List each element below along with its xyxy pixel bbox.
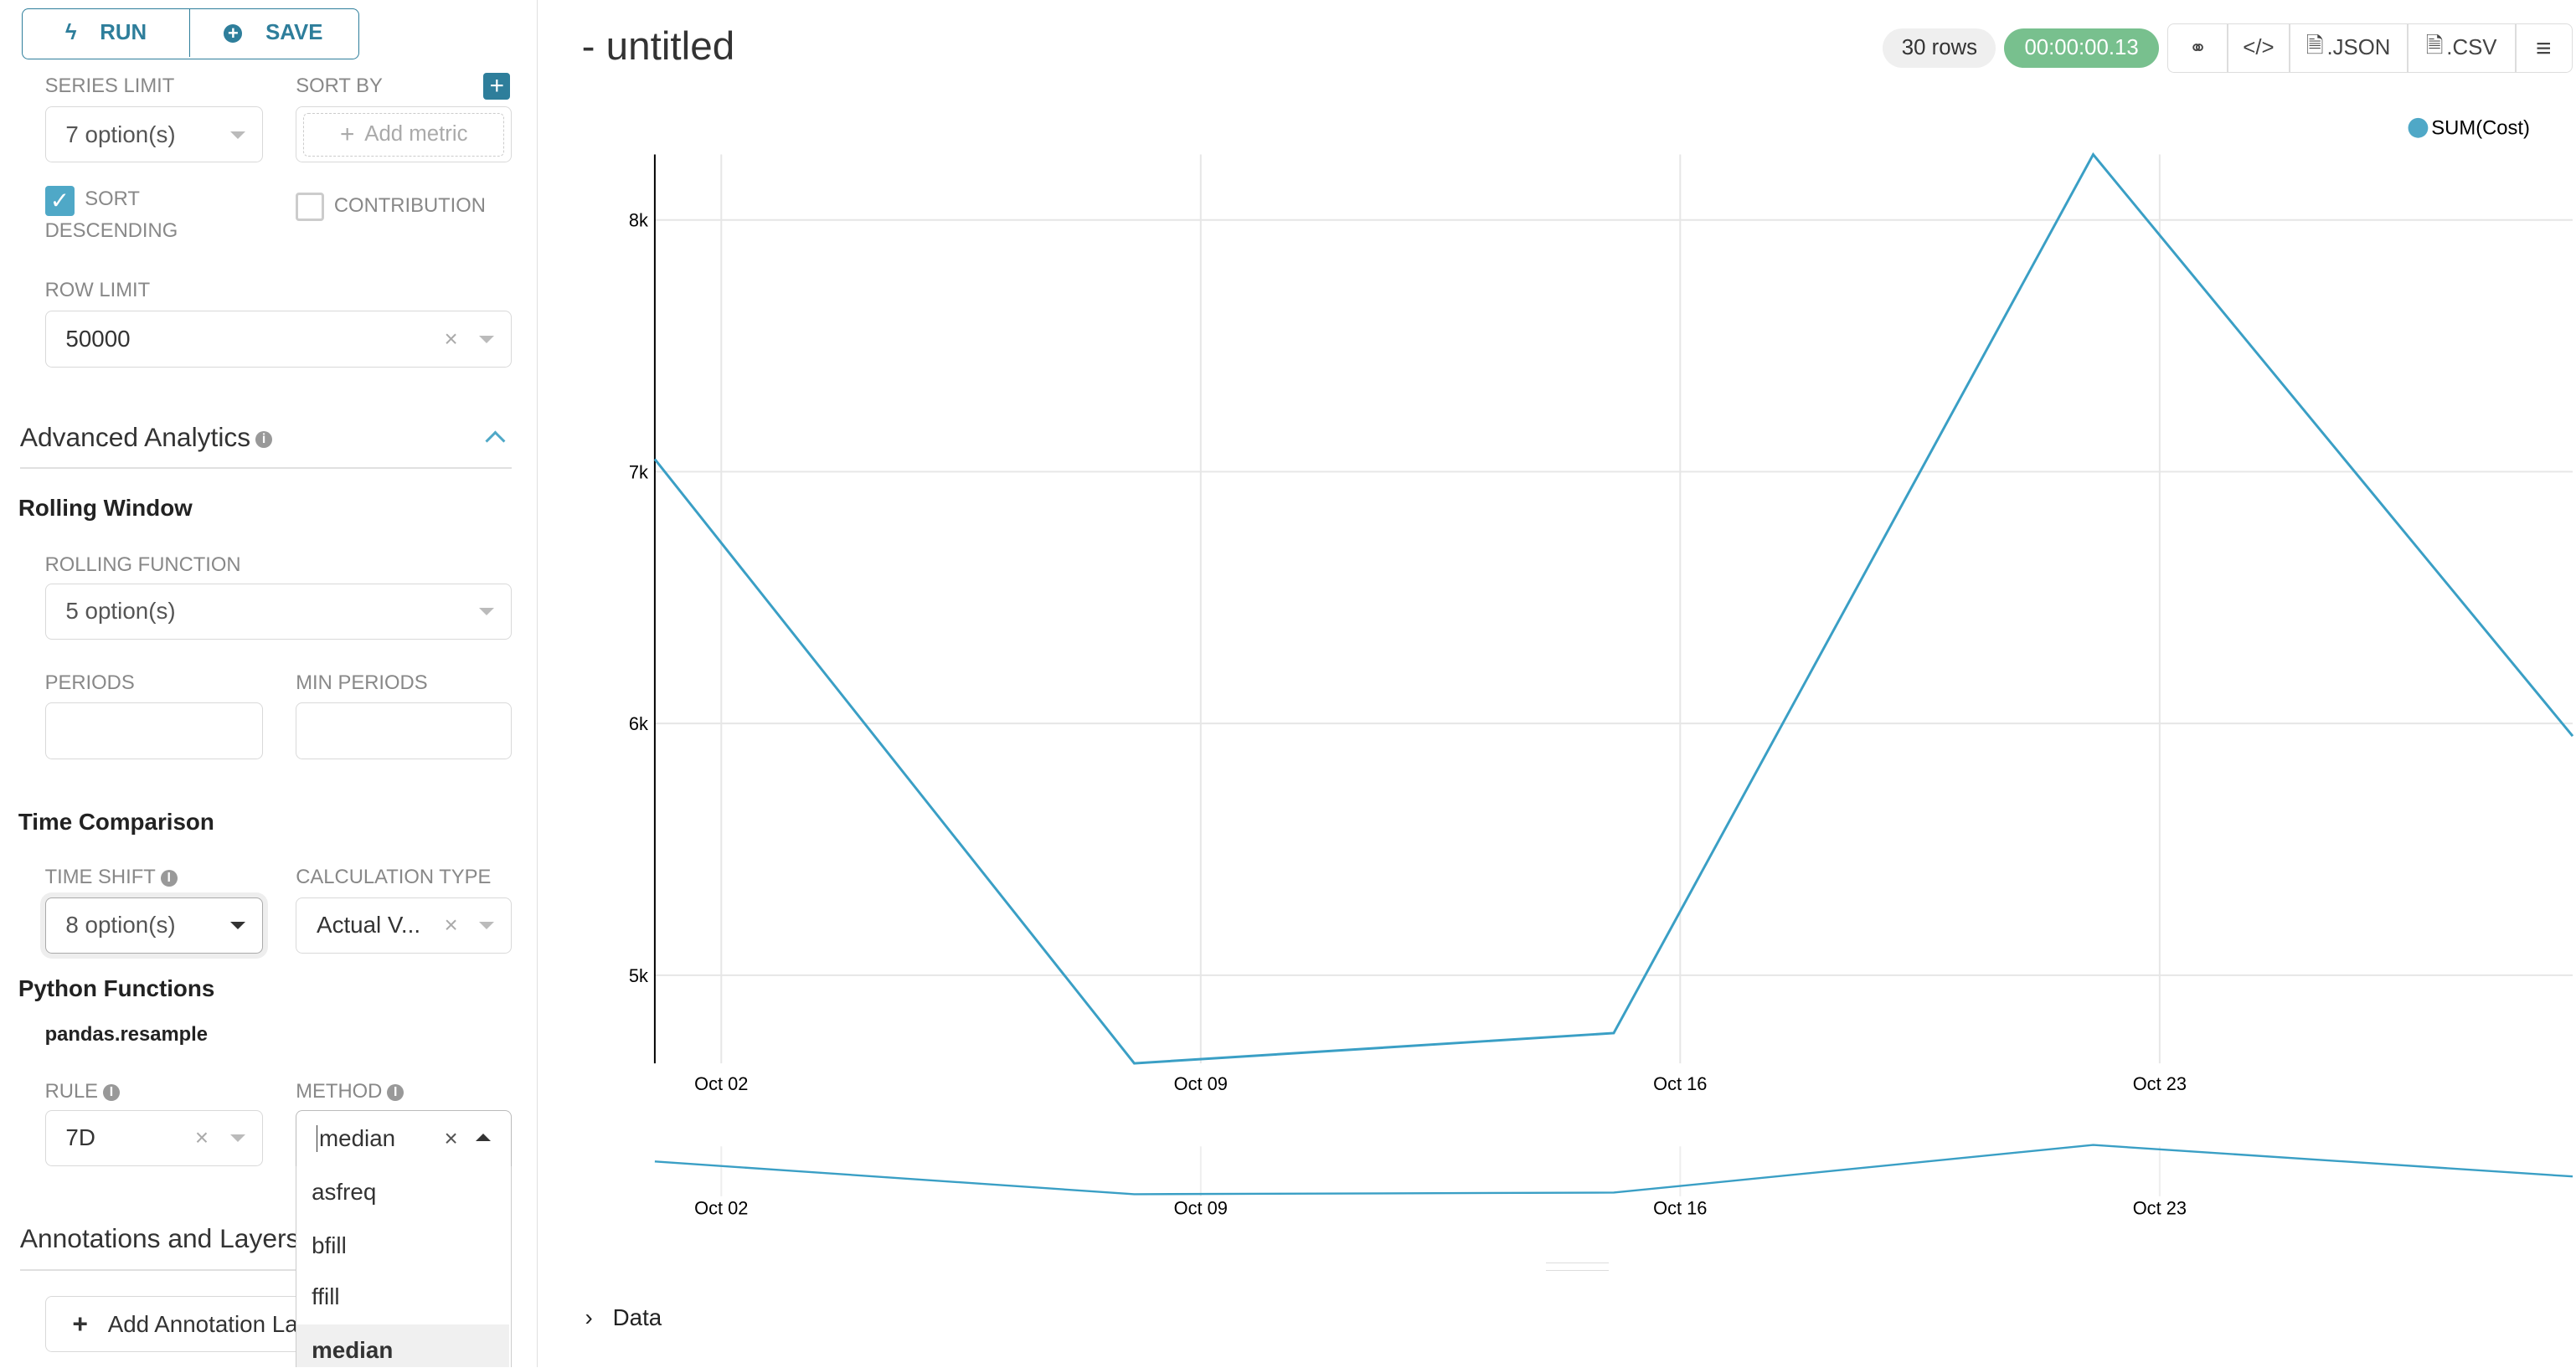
contribution-checkbox[interactable] [296,193,324,221]
clear-icon[interactable]: × [444,1125,458,1152]
y-tick-label: 7k [629,461,648,482]
info-icon: i [103,1083,120,1101]
advanced-analytics-header[interactable]: Advanced Analytics i [20,422,272,453]
y-tick-label: 6k [629,713,648,734]
x-tick-label: Oct 23 [2133,1073,2187,1094]
rolling-window-title: Rolling Window [18,495,193,522]
min-periods-input[interactable] [296,702,513,759]
menu-button[interactable]: ≡ [2514,23,2573,74]
min-periods-label: MIN PERIODS [296,671,428,694]
query-timer-badge: 00:00:00.13 [2004,28,2159,69]
contribution-label: CONTRIBUTION [333,194,486,218]
preview-series-line [654,1144,2573,1196]
time-shift-label: TIME SHIFT i [45,866,178,889]
time-comparison-title: Time Comparison [18,809,214,836]
time-shift-select[interactable]: 8 option(s) [44,897,263,954]
sort-descending-label: SORT [85,188,140,211]
method-option-bfill[interactable]: bfill [312,1232,347,1258]
chevron-down-icon [479,608,495,615]
row-limit-select[interactable]: 50000 × [44,311,513,368]
chevron-down-icon [229,131,245,139]
series-line [653,152,2574,1065]
rolling-function-select[interactable]: 5 option(s) [44,583,513,640]
row-limit-label: ROW LIMIT [44,279,151,302]
file-code-icon: 🗎 [2306,33,2324,58]
clear-icon[interactable]: × [194,1124,209,1151]
method-option-asfreq[interactable]: asfreq [312,1179,377,1206]
sort-descending-checkbox[interactable]: ✓ [44,186,75,216]
hamburger-icon: ≡ [2536,33,2552,64]
preview-x-tick-label: Oct 16 [1653,1198,1707,1219]
divider [19,466,513,469]
periods-input[interactable] [44,702,263,759]
preview-x-tick-label: Oct 23 [2133,1198,2187,1219]
x-tick-label: Oct 16 [1653,1073,1707,1094]
run-button[interactable]: ϟ RUN [23,8,191,58]
chevron-up-icon [476,1134,492,1142]
export-json-button[interactable]: 🗎 .JSON [2288,23,2409,74]
sort-by-field[interactable]: + Add metric [296,106,513,163]
code-icon: </> [2243,36,2275,60]
y-tick-label: 8k [629,210,648,231]
clear-icon[interactable]: × [444,325,458,352]
chevron-down-icon [479,335,495,343]
plus-icon: + [339,120,355,148]
brush-handle[interactable] [1545,1263,1609,1272]
plus-circle-icon: + [224,23,243,43]
preview-x-tick-label: Oct 09 [1174,1198,1228,1219]
add-metric-button[interactable]: + Add metric [303,112,505,157]
save-button[interactable]: + SAVE [190,9,356,58]
series-limit-label: SERIES LIMIT [44,75,175,98]
divider [19,1269,513,1272]
rule-select[interactable]: 7D × [44,1109,263,1167]
method-input[interactable]: median [317,1125,395,1153]
file-text-icon: 🗎 [2425,33,2444,58]
row-count-badge: 30 rows [1883,28,1996,69]
info-icon: i [387,1083,404,1101]
add-sort-button[interactable]: + [483,73,511,100]
clear-icon[interactable]: × [444,912,458,939]
legend-marker[interactable] [2408,117,2429,138]
chevron-down-icon [479,922,495,929]
calc-type-select[interactable]: Actual V... × [296,897,513,954]
method-label: METHOD i [296,1080,404,1103]
chevron-down-icon [229,922,245,929]
sort-descending-label-2: DESCENDING [44,219,178,242]
method-select[interactable]: median × [296,1109,513,1169]
control-panel: ϟ RUN + SAVE SERIES LIMIT 7 option(s) SORT… [0,0,538,1368]
chevron-down-icon [229,1134,245,1142]
calc-type-label: CALCULATION TYPE [296,865,492,888]
embed-code-button[interactable]: </> [2227,23,2290,74]
legend-label[interactable]: SUM(Cost) [2431,117,2530,140]
link-button[interactable]: ⚭ [2166,23,2229,74]
y-tick-label: 5k [629,965,648,986]
python-functions-title: Python Functions [18,975,215,1001]
chevron-right-icon: › [585,1304,593,1330]
series-limit-select[interactable]: 7 option(s) [44,106,263,163]
x-tick-label: Oct 09 [1174,1073,1228,1094]
method-dropdown-menu: asfreq bfill ffill median [296,1166,513,1368]
method-option-median[interactable]: median [296,1324,510,1368]
export-csv-button[interactable]: 🗎 .CSV [2406,23,2517,74]
method-option-ffill[interactable]: ffill [312,1283,340,1310]
sort-by-label: SORT BY [296,75,383,98]
link-icon: ⚭ [2188,36,2208,60]
rule-label: RULE i [45,1080,120,1103]
bolt-icon: ϟ [64,21,77,45]
annotations-header[interactable]: Annotations and Layers [19,1222,300,1253]
preview-x-tick-label: Oct 02 [694,1198,748,1219]
x-tick-label: Oct 02 [694,1073,748,1094]
info-icon: i [255,430,272,448]
run-save-group: ϟ RUN + SAVE [21,8,359,60]
pandas-resample-label: pandas.resample [44,1023,209,1047]
data-toggle[interactable]: › Data [585,1304,662,1330]
plus-icon: + [72,1309,88,1340]
periods-label: PERIODS [44,671,135,694]
rolling-function-label: ROLLING FUNCTION [44,553,241,576]
chart-title[interactable]: - untitled [581,23,735,69]
info-icon: i [160,869,178,887]
